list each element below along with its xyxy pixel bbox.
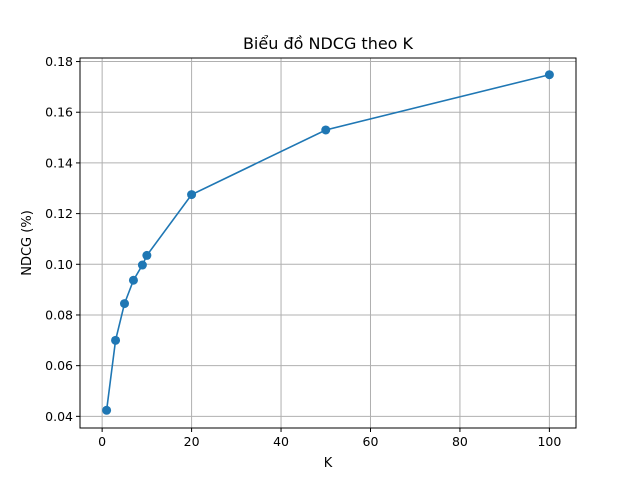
x-tick-label: 0 bbox=[98, 434, 106, 449]
x-axis-label: K bbox=[324, 456, 333, 471]
x-tick-label: 20 bbox=[184, 434, 200, 449]
y-tick-label: 0.12 bbox=[45, 206, 73, 221]
y-tick-label: 0.14 bbox=[45, 155, 73, 170]
y-tick-label: 0.18 bbox=[45, 54, 73, 69]
data-point bbox=[111, 335, 121, 345]
data-point bbox=[321, 125, 331, 135]
data-point bbox=[544, 70, 554, 80]
y-axis-label: NDCG (%) bbox=[20, 210, 35, 276]
data-point bbox=[142, 250, 152, 260]
x-tick-label: 60 bbox=[363, 434, 379, 449]
y-tick-label: 0.04 bbox=[45, 409, 73, 424]
data-point bbox=[128, 275, 138, 285]
data-point bbox=[120, 299, 130, 309]
data-point bbox=[137, 260, 147, 270]
grid bbox=[80, 58, 576, 428]
y-tick-label: 0.10 bbox=[45, 257, 73, 272]
series-line bbox=[105, 73, 550, 411]
x-tick-label: 80 bbox=[452, 434, 468, 449]
y-tick-label: 0.08 bbox=[45, 307, 73, 322]
x-axis: 0 20 40 60 80 100 bbox=[98, 428, 561, 449]
chart-title: Biểu đồ NDCG theo K bbox=[243, 34, 414, 53]
x-tick-label: 100 bbox=[537, 434, 561, 449]
data-point bbox=[102, 405, 112, 415]
x-tick-label: 40 bbox=[273, 434, 289, 449]
y-tick-label: 0.06 bbox=[45, 358, 73, 373]
y-tick-label: 0.16 bbox=[45, 105, 73, 120]
y-axis: 0.04 0.06 0.08 0.10 0.12 0.14 0.16 0.18 bbox=[45, 54, 80, 424]
data-point bbox=[187, 190, 197, 200]
plot-area-frame bbox=[79, 57, 577, 429]
series-layer bbox=[102, 70, 554, 415]
